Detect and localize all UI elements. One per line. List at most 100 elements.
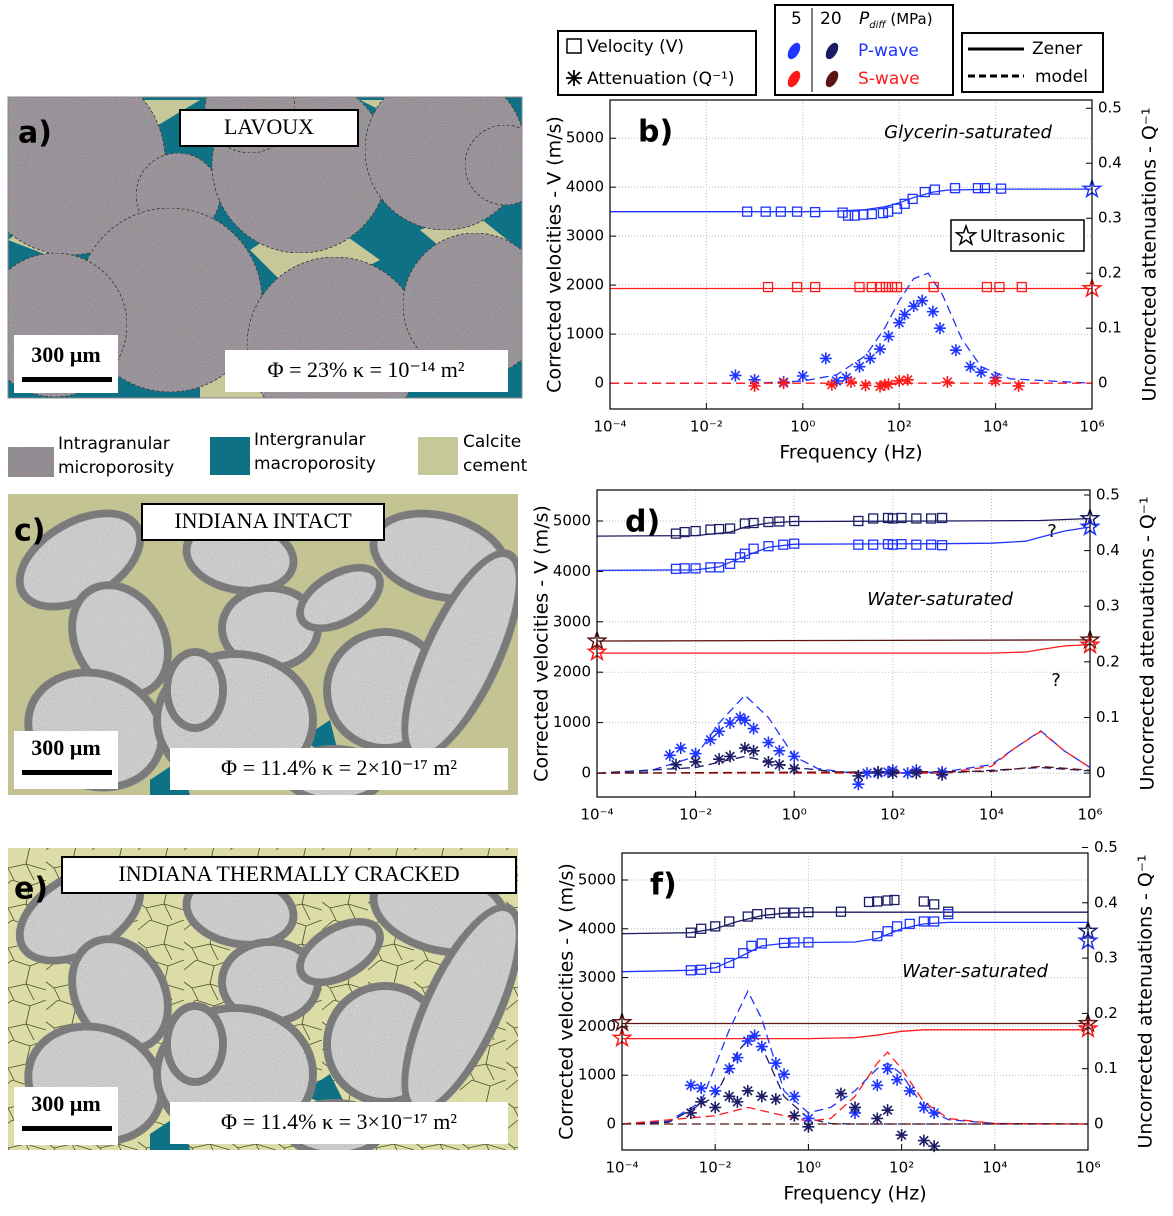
velocity-point bbox=[911, 513, 922, 524]
plot bbox=[610, 177, 1103, 393]
legend-swatch bbox=[825, 42, 839, 60]
velocity-point bbox=[679, 526, 690, 538]
velocity-point bbox=[1016, 281, 1027, 293]
panel-e-image bbox=[8, 848, 518, 1150]
velocity-point bbox=[791, 281, 803, 293]
velocity-point bbox=[911, 539, 922, 550]
y2-tick-label: 0.3 bbox=[1094, 949, 1118, 967]
swatch-cement bbox=[418, 437, 458, 475]
attenuation-point bbox=[729, 369, 742, 382]
zener-model bbox=[597, 639, 1090, 642]
velocity-point bbox=[746, 940, 757, 952]
legend-label: P-wave bbox=[858, 41, 919, 61]
plot bbox=[586, 507, 1101, 791]
y2-tick-label: 0.4 bbox=[1094, 893, 1118, 911]
grain-core bbox=[190, 879, 290, 941]
properties-box bbox=[170, 1102, 508, 1144]
legend-label: Attenuation (Q⁻¹) bbox=[587, 69, 735, 89]
legend-box bbox=[557, 30, 757, 96]
panel-label: c) bbox=[14, 514, 46, 549]
x-tick-label: 10² bbox=[889, 1159, 914, 1177]
y2-tick-label: 0.2 bbox=[1094, 1004, 1118, 1022]
velocity-point bbox=[926, 539, 937, 550]
grain-core bbox=[303, 925, 377, 979]
grain-core bbox=[226, 592, 314, 664]
velocity-point bbox=[748, 543, 759, 554]
attenuation-point bbox=[762, 736, 775, 749]
y-tick-label: 3000 bbox=[578, 968, 616, 986]
velocity-point bbox=[868, 513, 879, 524]
velocity-point bbox=[690, 525, 701, 537]
y-axis-label: Corrected velocities - V (m/s) bbox=[544, 116, 566, 393]
velocity-point bbox=[918, 896, 929, 907]
x-tick-label: 10⁴ bbox=[979, 806, 1004, 824]
scale-bar bbox=[22, 1126, 112, 1131]
attenuation-point bbox=[731, 1095, 744, 1108]
attenuation-point bbox=[882, 765, 895, 778]
attenuation-point bbox=[747, 722, 760, 735]
legend-label: Ultrasonic bbox=[980, 227, 1065, 247]
y-tick-label: 4000 bbox=[578, 919, 616, 937]
grain-core bbox=[171, 1010, 219, 1078]
attenuation-point bbox=[964, 360, 977, 373]
x-tick-label: 10⁴ bbox=[983, 418, 1008, 436]
legend-label: diff bbox=[869, 20, 887, 31]
cement bbox=[8, 100, 520, 398]
velocity-point bbox=[929, 899, 940, 910]
velocity-point bbox=[880, 281, 892, 293]
attenuation-point bbox=[755, 1090, 768, 1103]
title-box bbox=[141, 503, 385, 541]
zener-model bbox=[622, 921, 1088, 973]
plot bbox=[611, 894, 1099, 1153]
velocity-point bbox=[764, 908, 776, 919]
y-tick-label: 0 bbox=[594, 374, 604, 392]
panel-label: a) bbox=[18, 116, 52, 151]
velocity-point bbox=[789, 538, 800, 549]
attenuation-point bbox=[723, 1062, 736, 1075]
velocity-point bbox=[775, 206, 786, 217]
material-label: microporosity bbox=[58, 458, 174, 478]
attenuation-point bbox=[871, 765, 884, 778]
x-tick-label: 10⁻⁴ bbox=[593, 418, 626, 436]
attenuation-point bbox=[788, 1090, 801, 1103]
x-axis-label: Frequency (Hz) bbox=[783, 1183, 926, 1205]
grain-core bbox=[408, 911, 516, 1107]
velocity-point bbox=[882, 895, 893, 906]
legend-label: P bbox=[859, 9, 870, 29]
attenuation-point bbox=[695, 1082, 708, 1095]
attenuation-point bbox=[723, 1090, 736, 1103]
attenuation-point bbox=[928, 1140, 941, 1153]
attenuation-point bbox=[882, 378, 895, 391]
y2-tick-label: 0.2 bbox=[1098, 264, 1122, 282]
zener-model bbox=[597, 755, 1090, 774]
legend-label: 5 bbox=[791, 9, 802, 29]
attenuation-point bbox=[689, 755, 702, 768]
velocity-point bbox=[929, 184, 941, 195]
velocity-point bbox=[774, 516, 785, 527]
x-tick-label: 10⁻⁴ bbox=[605, 1159, 638, 1177]
velocity-point bbox=[679, 563, 690, 574]
attenuation-point bbox=[898, 308, 911, 321]
velocity-point bbox=[863, 896, 875, 908]
attenuation-point bbox=[788, 750, 801, 763]
attenuation-point bbox=[989, 374, 1002, 387]
panel-label: e) bbox=[14, 872, 48, 907]
velocity-point bbox=[710, 962, 721, 973]
velocity-point bbox=[904, 918, 915, 930]
attenuation-point bbox=[802, 1112, 815, 1125]
attenuation-point bbox=[864, 352, 877, 365]
annotation: Water-saturated bbox=[867, 589, 1013, 610]
properties-box bbox=[170, 748, 508, 790]
legend-swatch bbox=[787, 70, 801, 88]
attenuation-point bbox=[917, 1134, 930, 1147]
attenuation-point bbox=[741, 1084, 754, 1097]
attenuation-point bbox=[724, 717, 737, 730]
axes-frame bbox=[596, 489, 1091, 798]
attenuation-point bbox=[917, 1101, 930, 1114]
velocity-point bbox=[778, 937, 790, 949]
chart: 10⁻⁴ 10⁻² 10⁰ 10² 10⁴ 10⁶ 0 1000 2000 3000 4000 500… bbox=[544, 99, 1161, 464]
y2-tick-label: 0.4 bbox=[1096, 541, 1120, 559]
y-tick-label: 3000 bbox=[553, 612, 591, 630]
attenuation-point bbox=[762, 755, 775, 768]
